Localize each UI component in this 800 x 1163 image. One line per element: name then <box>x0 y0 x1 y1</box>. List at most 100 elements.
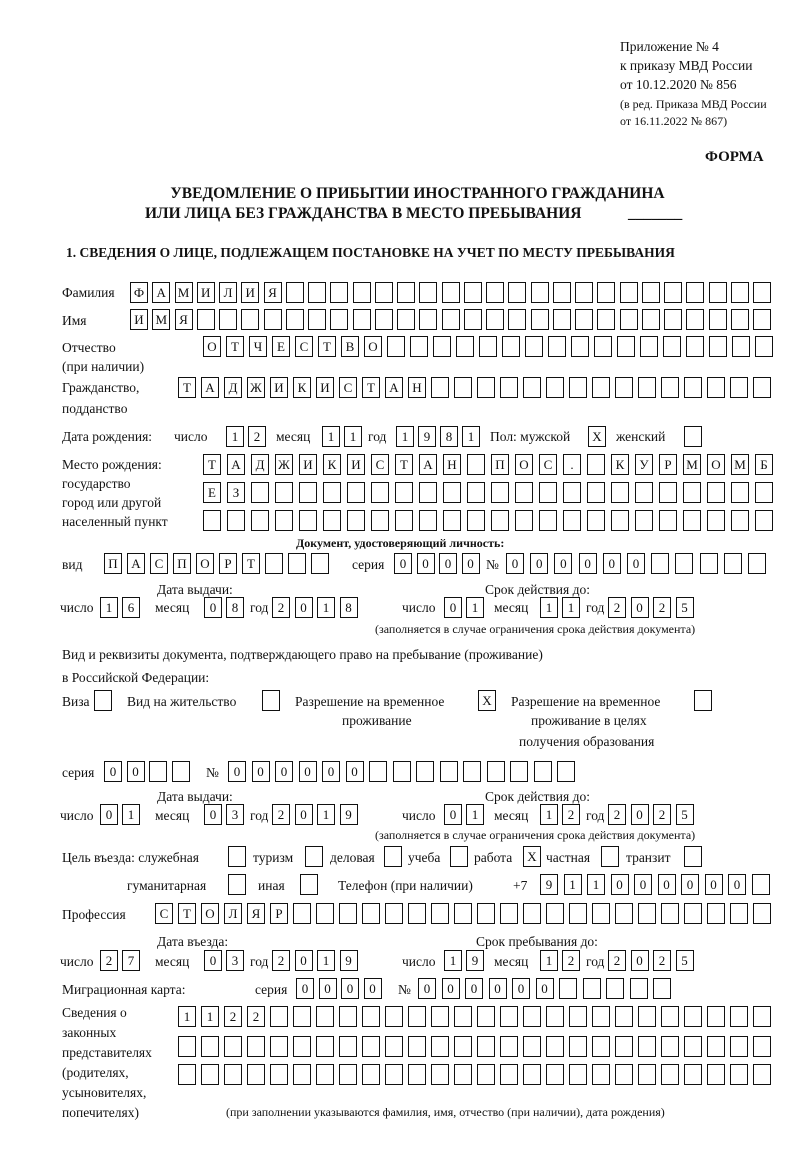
char-box[interactable]: 2 <box>653 804 671 825</box>
char-box[interactable]: 0 <box>228 761 246 782</box>
char-box[interactable] <box>548 336 566 357</box>
char-box[interactable]: 9 <box>418 426 436 447</box>
char-box[interactable] <box>539 510 557 531</box>
char-box[interactable]: С <box>155 903 173 924</box>
char-box[interactable]: 0 <box>439 553 457 574</box>
char-box[interactable]: 6 <box>122 597 140 618</box>
checkbox[interactable] <box>262 690 280 711</box>
char-box[interactable] <box>664 309 682 330</box>
char-box[interactable]: 0 <box>535 978 554 999</box>
char-box[interactable] <box>251 482 269 503</box>
char-box[interactable]: О <box>707 454 725 475</box>
char-box[interactable]: 1 <box>226 426 244 447</box>
char-box[interactable] <box>479 336 497 357</box>
char-box[interactable] <box>661 377 679 398</box>
char-box[interactable] <box>395 510 413 531</box>
char-box[interactable] <box>441 309 460 330</box>
char-box[interactable] <box>285 309 304 330</box>
char-box[interactable]: 2 <box>272 597 290 618</box>
char-box[interactable] <box>683 482 701 503</box>
char-box[interactable] <box>594 336 612 357</box>
char-box[interactable]: М <box>174 282 193 303</box>
char-box[interactable] <box>523 1006 541 1027</box>
char-box[interactable]: 5 <box>675 950 694 971</box>
char-box[interactable] <box>523 903 541 924</box>
char-box[interactable]: 1 <box>466 804 484 825</box>
char-box[interactable] <box>638 1036 656 1057</box>
char-box[interactable]: 0 <box>100 804 118 825</box>
char-box[interactable]: 0 <box>530 553 549 574</box>
char-box[interactable] <box>454 1064 472 1085</box>
char-box[interactable]: 0 <box>512 978 530 999</box>
char-box[interactable] <box>723 553 742 574</box>
char-box[interactable]: 0 <box>294 804 313 825</box>
char-box[interactable]: И <box>270 377 288 398</box>
char-box[interactable]: А <box>152 282 171 303</box>
char-box[interactable]: 0 <box>363 978 382 999</box>
char-box[interactable] <box>557 761 575 782</box>
char-box[interactable] <box>730 1006 748 1027</box>
char-box[interactable]: 0 <box>630 950 649 971</box>
char-box[interactable] <box>308 282 326 303</box>
char-box[interactable] <box>638 903 656 924</box>
char-box[interactable] <box>546 377 564 398</box>
char-box[interactable]: 0 <box>345 761 364 782</box>
char-box[interactable]: 2 <box>247 1006 265 1027</box>
char-box[interactable]: 2 <box>272 950 290 971</box>
char-box[interactable]: 1 <box>100 597 118 618</box>
char-box[interactable]: Д <box>251 454 269 475</box>
char-box[interactable]: 1 <box>322 426 340 447</box>
char-box[interactable] <box>463 309 482 330</box>
char-box[interactable]: А <box>419 454 437 475</box>
char-box[interactable]: 1 <box>562 597 580 618</box>
char-box[interactable] <box>611 510 629 531</box>
char-box[interactable] <box>748 553 766 574</box>
char-box[interactable]: 2 <box>272 804 290 825</box>
char-box[interactable] <box>753 1036 771 1057</box>
char-box[interactable] <box>408 903 426 924</box>
char-box[interactable]: 0 <box>416 553 435 574</box>
char-box[interactable] <box>463 282 482 303</box>
char-box[interactable]: 0 <box>634 874 652 895</box>
checkbox[interactable] <box>694 690 712 711</box>
char-box[interactable]: 1 <box>317 804 335 825</box>
char-box[interactable] <box>270 1006 288 1027</box>
char-box[interactable] <box>684 1036 702 1057</box>
char-box[interactable]: Р <box>219 553 237 574</box>
char-box[interactable]: Л <box>224 903 242 924</box>
char-box[interactable] <box>467 454 485 475</box>
char-box[interactable] <box>730 282 749 303</box>
char-box[interactable] <box>219 309 237 330</box>
checkbox[interactable] <box>684 846 702 867</box>
char-box[interactable]: К <box>611 454 629 475</box>
char-box[interactable] <box>638 1064 656 1085</box>
char-box[interactable] <box>385 1006 403 1027</box>
char-box[interactable]: Р <box>659 454 677 475</box>
char-box[interactable] <box>730 903 748 924</box>
char-box[interactable]: 9 <box>540 874 558 895</box>
char-box[interactable] <box>684 1006 702 1027</box>
char-box[interactable]: 8 <box>440 426 458 447</box>
char-box[interactable] <box>419 482 437 503</box>
char-box[interactable] <box>523 1064 541 1085</box>
char-box[interactable] <box>638 1006 656 1027</box>
char-box[interactable] <box>515 482 533 503</box>
char-box[interactable] <box>410 336 428 357</box>
char-box[interactable]: 1 <box>317 950 335 971</box>
char-box[interactable] <box>293 1036 311 1057</box>
char-box[interactable] <box>730 377 748 398</box>
char-box[interactable] <box>731 510 749 531</box>
char-box[interactable] <box>730 1064 748 1085</box>
char-box[interactable] <box>408 1006 426 1027</box>
char-box[interactable] <box>525 336 543 357</box>
char-box[interactable] <box>606 978 624 999</box>
char-box[interactable] <box>707 903 725 924</box>
char-box[interactable] <box>684 903 702 924</box>
char-box[interactable]: Ж <box>275 454 293 475</box>
char-box[interactable]: 0 <box>322 761 340 782</box>
char-box[interactable]: . <box>563 454 581 475</box>
char-box[interactable] <box>530 309 549 330</box>
char-box[interactable] <box>408 1064 426 1085</box>
checkbox[interactable] <box>228 874 246 895</box>
char-box[interactable] <box>392 761 411 782</box>
